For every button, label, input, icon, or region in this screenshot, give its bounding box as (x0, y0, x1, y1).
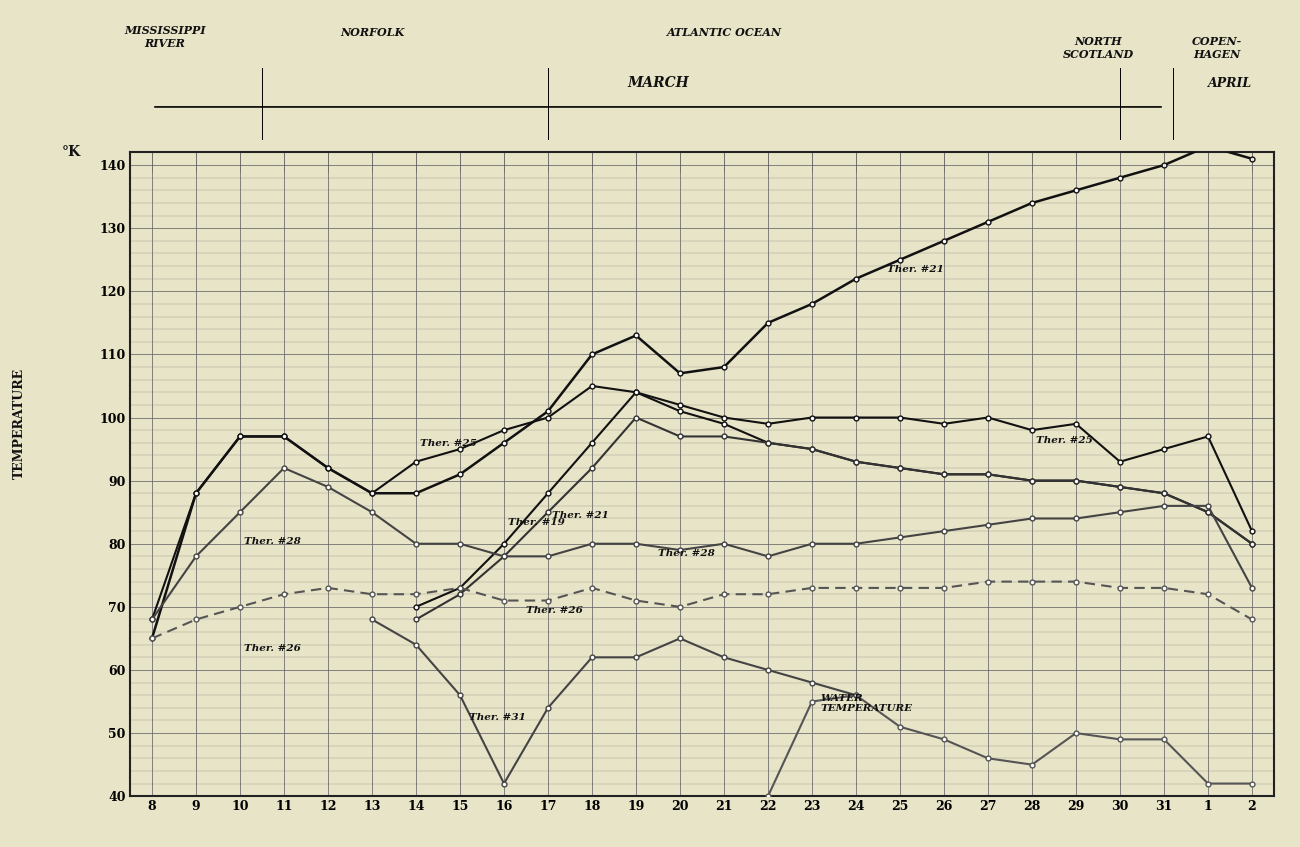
Text: COPEN-
HAGEN: COPEN- HAGEN (1192, 36, 1242, 60)
Text: Ther. #21: Ther. #21 (887, 265, 944, 274)
Text: NORFOLK: NORFOLK (339, 26, 404, 37)
Text: Ther. #26: Ther. #26 (526, 606, 582, 615)
Text: Ther. #21: Ther. #21 (552, 512, 610, 521)
Text: Ther. #31: Ther. #31 (469, 713, 525, 722)
Text: WATER
TEMPERATURE: WATER TEMPERATURE (820, 694, 913, 713)
Text: Ther. #28: Ther. #28 (244, 537, 302, 545)
Text: ATLANTIC OCEAN: ATLANTIC OCEAN (667, 26, 781, 37)
Text: NORTH
SCOTLAND: NORTH SCOTLAND (1062, 36, 1134, 60)
Text: APRIL: APRIL (1208, 77, 1252, 90)
Text: MARCH: MARCH (627, 76, 689, 90)
Text: TEMPERATURE: TEMPERATURE (13, 368, 26, 479)
Text: Ther. #25: Ther. #25 (1036, 435, 1093, 445)
Text: °K: °K (62, 146, 81, 159)
Text: Ther. #28: Ther. #28 (658, 550, 715, 558)
Text: MISSISSIPPI
RIVER: MISSISSIPPI RIVER (125, 25, 205, 49)
Text: Ther. #25: Ther. #25 (420, 439, 477, 448)
Text: Ther. #19: Ther. #19 (508, 518, 566, 527)
Text: Ther. #26: Ther. #26 (244, 644, 302, 653)
